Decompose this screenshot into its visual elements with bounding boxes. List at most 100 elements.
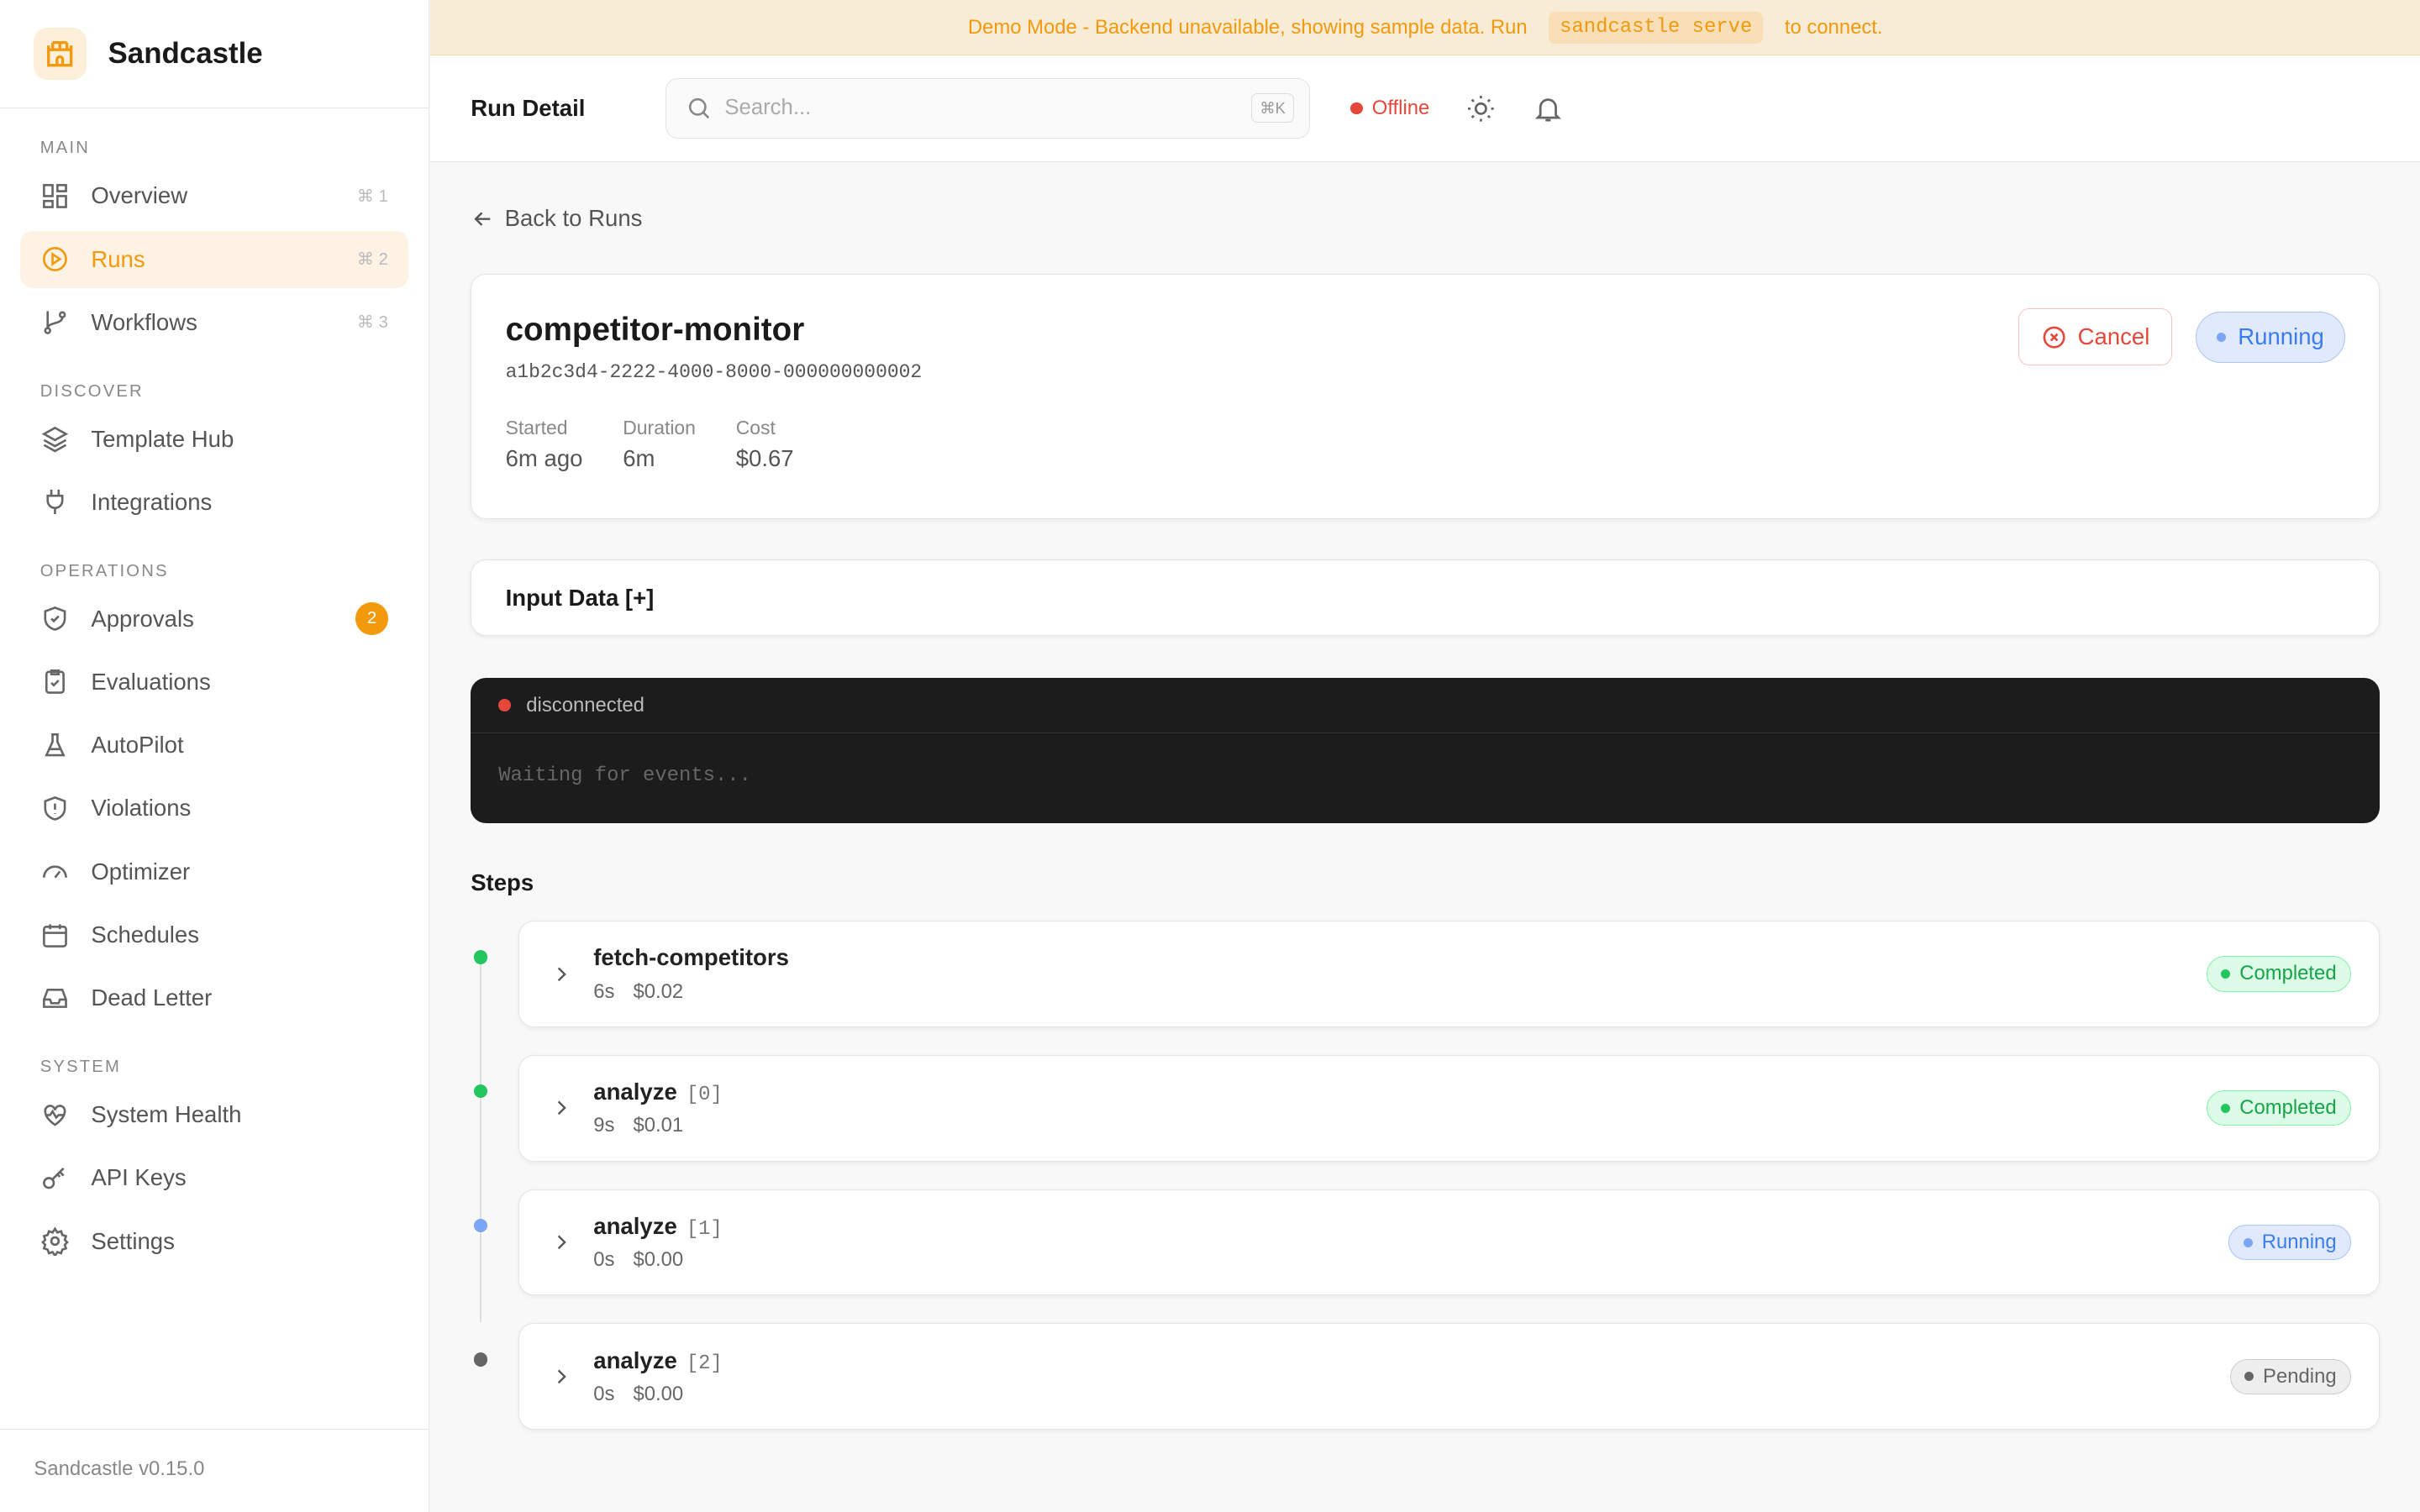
step-item: fetch-competitors 6s $0.02 Completed (471, 921, 2381, 1027)
shortcut-hint: ⌘ 3 (356, 313, 388, 333)
step-cost: $0.00 (633, 1382, 684, 1405)
status-dot (2244, 1372, 2254, 1382)
step-duration: 6s (593, 979, 615, 1003)
version-label: Sandcastle v0.15.0 (0, 1428, 429, 1512)
sidebar-item-schedules[interactable]: Schedules (20, 906, 408, 963)
input-data-toggle[interactable]: Input Data [+] (471, 559, 2381, 637)
gear-icon (40, 1226, 69, 1257)
sidebar-item-label: API Keys (91, 1164, 187, 1191)
timeline-line (480, 958, 482, 1322)
step-duration: 0s (593, 1248, 615, 1272)
banner-suffix: to connect. (1784, 15, 1883, 39)
step-item: analyze [0] 9s $0.01 Completed (471, 1054, 2381, 1162)
sidebar-item-system-health[interactable]: System Health (20, 1086, 408, 1143)
calendar-icon (42, 923, 67, 948)
banner-command: sandcastle serve (1549, 11, 1764, 44)
back-to-runs-link[interactable]: Back to Runs (471, 205, 2380, 232)
chevron-right-icon[interactable] (550, 1231, 572, 1253)
bell-icon (1535, 97, 1562, 122)
meta-label: Started (505, 417, 568, 439)
sidebar-item-violations[interactable]: Violations (20, 780, 408, 837)
timeline-dot (473, 1352, 488, 1367)
step-duration: 9s (593, 1114, 615, 1137)
sidebar-item-template-hub[interactable]: Template Hub (20, 411, 408, 468)
status-dot (498, 699, 511, 711)
theme-toggle-button[interactable] (1464, 92, 1497, 125)
status-label: Pending (2263, 1364, 2337, 1388)
step-item: analyze [1] 0s $0.00 Running (471, 1189, 2381, 1296)
sidebar-item-api-keys[interactable]: API Keys (20, 1149, 408, 1206)
status-label: Offline (1371, 96, 1430, 119)
step-name: analyze (593, 1212, 677, 1239)
step-card[interactable]: analyze [2] 0s $0.00 Pending (518, 1323, 2381, 1431)
console-body: Waiting for events... (498, 764, 751, 787)
sidebar-item-label: System Health (91, 1101, 242, 1127)
step-status-badge: Completed (2206, 956, 2352, 992)
sidebar-item-label: Evaluations (91, 668, 211, 695)
connection-status: Offline (1350, 97, 1429, 120)
castle-icon (34, 27, 87, 80)
sidebar-item-autopilot[interactable]: AutoPilot (20, 717, 408, 774)
cancel-button[interactable]: Cancel (2018, 308, 2173, 366)
status-label: Completed (2239, 962, 2337, 985)
x-circle-icon (2043, 326, 2065, 349)
chevron-right-icon[interactable] (550, 1097, 572, 1119)
sidebar-item-evaluations[interactable]: Evaluations (20, 654, 408, 711)
status-dot (2221, 1103, 2231, 1113)
chevron-right-icon[interactable] (550, 1366, 572, 1388)
step-card[interactable]: analyze [1] 0s $0.00 Running (518, 1189, 2381, 1296)
arrow-left-icon (474, 212, 491, 226)
key-icon (42, 1167, 65, 1189)
shortcut-hint: ⌘ 2 (356, 250, 388, 270)
timeline-dot (473, 950, 488, 964)
status-label: Completed (2239, 1096, 2337, 1120)
brand[interactable]: Sandcastle (0, 0, 429, 108)
shield-alert-icon (44, 795, 66, 821)
shield-check-icon (44, 606, 66, 631)
play-circle-icon (42, 247, 67, 271)
chevron-right-icon[interactable] (550, 963, 572, 985)
section-discover: DISCOVER (39, 381, 144, 401)
sidebar-item-label: Template Hub (91, 425, 234, 452)
step-index: [1] (686, 1217, 723, 1241)
clipboard-check-icon (45, 669, 65, 695)
search-input[interactable]: Search... ⌘K (665, 78, 1311, 139)
sidebar-item-approvals[interactable]: Approvals 2 (20, 591, 408, 648)
sidebar-item-workflows[interactable]: Workflows ⌘ 3 (20, 294, 408, 351)
run-status-badge: Running (2195, 311, 2345, 363)
event-console: disconnected Waiting for events... (471, 678, 2381, 823)
timeline-dot (473, 1084, 488, 1099)
step-index: [0] (686, 1084, 723, 1107)
sidebar-item-integrations[interactable]: Integrations (20, 474, 408, 531)
status-label: Running (2238, 323, 2324, 350)
sidebar-item-optimizer[interactable]: Optimizer (20, 843, 408, 900)
sidebar-item-settings[interactable]: Settings (20, 1213, 408, 1270)
step-status-badge: Pending (2229, 1358, 2352, 1394)
meta-value: $0.67 (735, 445, 794, 472)
status-dot (2221, 969, 2231, 979)
sidebar-item-label: Dead Letter (91, 984, 213, 1011)
step-card[interactable]: fetch-competitors 6s $0.02 Completed (518, 921, 2381, 1027)
search-placeholder: Search... (724, 96, 812, 120)
step-card[interactable]: analyze [0] 9s $0.01 Completed (518, 1054, 2381, 1162)
shortcut-hint: ⌘ 1 (356, 186, 388, 206)
search-shortcut: ⌘K (1251, 93, 1294, 123)
section-main: MAIN (39, 139, 91, 158)
gauge-icon (42, 865, 67, 879)
status-dot (1350, 102, 1363, 115)
meta-value: 6m (623, 445, 655, 472)
inbox-icon (42, 988, 67, 1008)
step-cost: $0.02 (633, 979, 684, 1003)
sidebar-item-overview[interactable]: Overview ⌘ 1 (20, 167, 408, 224)
sidebar-item-dead-letter[interactable]: Dead Letter (20, 969, 408, 1026)
sidebar-item-label: Approvals (91, 605, 194, 632)
notifications-button[interactable] (1532, 92, 1565, 125)
sidebar-item-label: Workflows (91, 308, 197, 335)
section-system: SYSTEM (39, 1058, 121, 1077)
sidebar-item-label: Integrations (91, 488, 213, 515)
steps-list: fetch-competitors 6s $0.02 Completed analyze… (471, 921, 2381, 1431)
sidebar-item-runs[interactable]: Runs ⌘ 2 (19, 230, 408, 288)
sidebar-item-label: Settings (91, 1227, 175, 1254)
step-name: analyze (593, 1079, 677, 1105)
count-badge: 2 (355, 602, 388, 635)
